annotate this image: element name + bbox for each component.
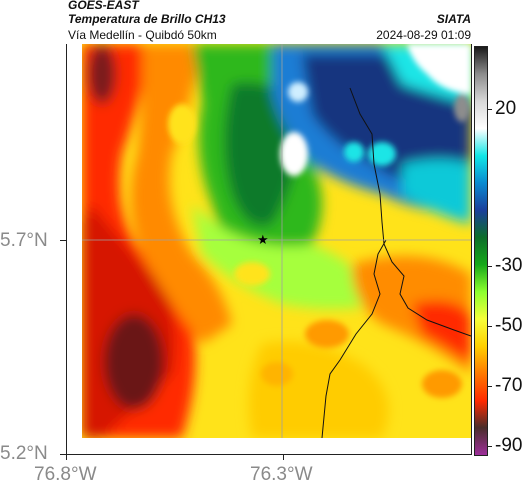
colorbar-tick	[487, 326, 492, 327]
longitude-label: 76.8°W	[34, 464, 97, 485]
longitude-label: 76.3°W	[250, 464, 313, 485]
colorbar-label: -30	[495, 255, 523, 276]
brightness-temperature-field	[82, 44, 471, 438]
colorbar-tick	[487, 446, 492, 447]
border-line	[321, 239, 387, 438]
plot-frame	[66, 44, 472, 454]
latitude-label: 5.7°N	[0, 230, 48, 251]
product-subtitle: Temperatura de Brillo CH13	[68, 12, 226, 26]
axis-tick	[283, 454, 284, 460]
satellite-map[interactable]	[82, 44, 471, 438]
x-axis-line	[66, 454, 472, 455]
colorbar-label: 20	[495, 98, 517, 119]
colorbar-tick	[487, 386, 492, 387]
border-line	[349, 87, 471, 337]
source-label: SIATA	[436, 12, 471, 26]
datetime-label: 2024-08-29 01:09	[376, 28, 471, 42]
star-icon: ★	[257, 232, 269, 247]
colorbar	[474, 46, 488, 456]
colorbar-label: -90	[495, 435, 523, 456]
axis-tick	[66, 454, 67, 460]
region-label: Vía Medellín - Quibdó 50km	[68, 28, 217, 42]
latitude-label: 5.2°N	[0, 443, 48, 464]
axis-tick	[60, 240, 66, 241]
product-title: GOES-EAST	[68, 0, 139, 12]
colorbar-label: -70	[495, 375, 523, 396]
colorbar-tick	[487, 109, 492, 110]
colorbar-label: -50	[495, 315, 523, 336]
colorbar-tick	[487, 266, 492, 267]
axis-tick	[60, 454, 66, 455]
